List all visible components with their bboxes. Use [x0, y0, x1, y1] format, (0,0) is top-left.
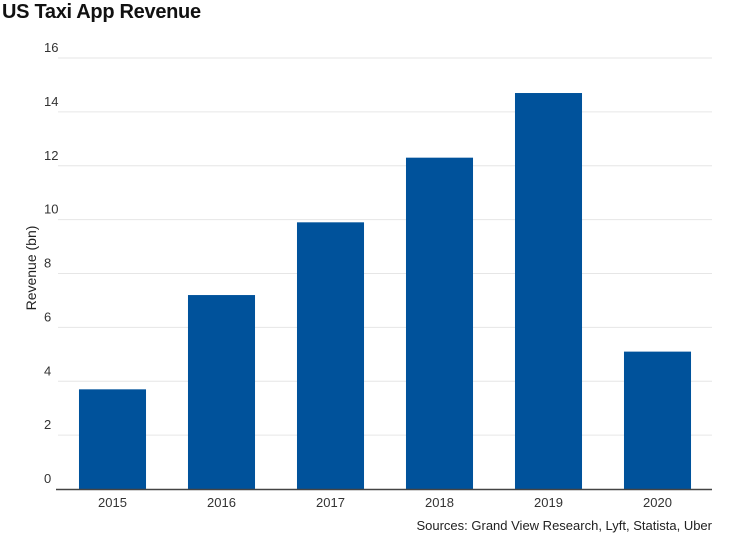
- chart-title: US Taxi App Revenue: [2, 1, 201, 23]
- y-tick-label: 14: [44, 94, 58, 109]
- bar-2017: [296, 222, 365, 489]
- x-axis-ticks: 2015 2016 2017 2018 2019 2020: [98, 495, 672, 510]
- x-tick-label: 2017: [316, 495, 345, 510]
- bar-2018: [405, 157, 474, 489]
- y-tick-label: 2: [44, 417, 51, 432]
- y-tick-label: 16: [44, 40, 58, 55]
- y-tick-label: 4: [44, 363, 51, 378]
- y-axis-ticks: 0 2 4 6 8 10 12 14 16: [44, 40, 58, 486]
- y-tick-label: 8: [44, 256, 51, 271]
- x-tick-label: 2020: [643, 495, 672, 510]
- y-tick-label: 12: [44, 148, 58, 163]
- y-tick-label: 6: [44, 309, 51, 324]
- x-tick-label: 2019: [534, 495, 563, 510]
- bar-2016: [187, 295, 256, 489]
- bars: [78, 93, 692, 490]
- x-tick-label: 2015: [98, 495, 127, 510]
- gridlines: [58, 57, 712, 436]
- x-tick-label: 2016: [207, 495, 236, 510]
- y-tick-label: 10: [44, 202, 58, 217]
- y-axis-label: Revenue (bn): [23, 226, 39, 311]
- bar-2015: [78, 389, 147, 489]
- y-tick-label: 0: [44, 471, 51, 486]
- bar-2019: [514, 93, 583, 490]
- x-tick-label: 2018: [425, 495, 454, 510]
- source-note: Sources: Grand View Research, Lyft, Stat…: [416, 518, 712, 533]
- bar-2020: [623, 351, 692, 489]
